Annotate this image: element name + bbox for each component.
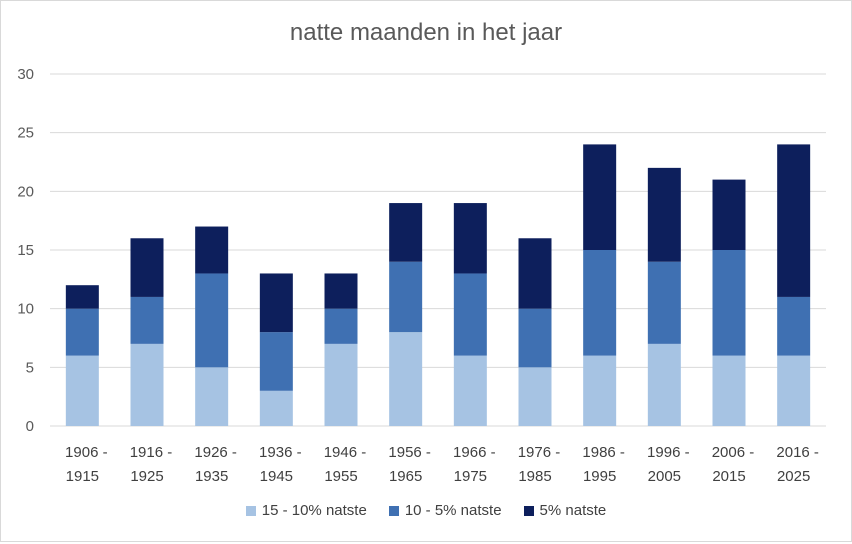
- x-tick-label: 1946 -: [324, 444, 367, 461]
- x-tick-label: 1986 -: [582, 444, 625, 461]
- bar-segment-2-11: [712, 250, 746, 356]
- bar-segment-1-4: [259, 390, 293, 426]
- bar-segment-3-12: [777, 144, 811, 297]
- bar-segment-3-4: [259, 273, 293, 333]
- bar-segment-2-5: [324, 308, 358, 344]
- bar-segment-2-1: [65, 308, 99, 356]
- x-tick-label: 1955: [324, 468, 357, 485]
- x-tick-label: 1976 -: [518, 444, 561, 461]
- x-tick-label: 1916 -: [130, 444, 173, 461]
- bar-segment-3-11: [712, 179, 746, 250]
- y-tick-label: 20: [17, 183, 34, 200]
- bar-segment-1-11: [712, 355, 746, 426]
- legend-label: 15 - 10% natste: [261, 502, 367, 519]
- bar-segment-3-8: [518, 238, 552, 309]
- legend-item: 15 - 10% natste: [245, 502, 367, 519]
- x-tick-label: 1925: [130, 468, 163, 485]
- bar-segment-2-4: [259, 332, 293, 391]
- x-tick-label: 1966 -: [453, 444, 496, 461]
- bar-segment-1-9: [583, 355, 617, 426]
- bar-segment-1-8: [518, 367, 552, 426]
- bar-segment-2-7: [453, 273, 487, 356]
- bar-segment-2-6: [389, 261, 423, 333]
- legend-swatch: [245, 505, 256, 516]
- legend-swatch: [388, 505, 399, 516]
- bar-segment-1-1: [65, 355, 99, 426]
- x-tick-label: 2016 -: [776, 444, 819, 461]
- bar-segment-3-2: [130, 238, 164, 297]
- bar-segment-2-8: [518, 308, 552, 368]
- bar-segment-2-9: [583, 250, 617, 356]
- y-tick-label: 15: [17, 242, 34, 259]
- bar-segment-1-10: [647, 343, 681, 426]
- bar-segment-1-7: [453, 355, 487, 426]
- bar-segment-2-3: [195, 273, 229, 368]
- legend: 15 - 10% natste 10 - 5% natste 5% natste: [0, 502, 852, 519]
- gridlines: [50, 73, 826, 427]
- bar-segment-3-7: [453, 203, 487, 274]
- x-tick-label: 1926 -: [194, 444, 237, 461]
- x-axis-ticks: 1906 - 1915 1916 - 1925 1926 - 1935 1936 - 1945…: [65, 444, 819, 485]
- chart-title: natte maanden in het jaar: [289, 19, 563, 46]
- bar-segment-1-5: [324, 343, 358, 426]
- bar-segment-3-5: [324, 273, 358, 309]
- bar-segment-2-2: [130, 296, 164, 344]
- legend-item: 5% natste: [523, 502, 607, 519]
- bar-segment-2-12: [777, 296, 811, 356]
- x-tick-label: 2025: [777, 468, 810, 485]
- bar-segment-3-9: [583, 144, 617, 250]
- legend-swatch: [523, 505, 534, 516]
- legend-label: 5% natste: [539, 502, 607, 519]
- bar-segment-3-10: [647, 167, 681, 262]
- x-tick-label: 1996 -: [647, 444, 690, 461]
- x-tick-label: 2005: [648, 468, 681, 485]
- x-tick-label: 1936 -: [259, 444, 302, 461]
- bar-segment-2-10: [647, 261, 681, 344]
- bar-segment-1-6: [389, 332, 423, 426]
- y-axis-ticks: 0 5 10 15 20 25 30: [17, 66, 34, 435]
- y-tick-label: 30: [17, 66, 34, 83]
- bars: [65, 144, 811, 426]
- x-tick-label: 1915: [66, 468, 99, 485]
- x-tick-label: 2006 -: [712, 444, 755, 461]
- y-tick-label: 0: [26, 418, 34, 435]
- bar-segment-1-2: [130, 343, 164, 426]
- x-tick-label: 1995: [583, 468, 616, 485]
- x-tick-label: 1956 -: [388, 444, 431, 461]
- x-tick-label: 1965: [389, 468, 422, 485]
- bar-segment-3-6: [389, 203, 423, 262]
- bar-segment-1-12: [777, 355, 811, 426]
- bar-segment-3-1: [65, 285, 99, 309]
- y-tick-label: 25: [17, 125, 34, 142]
- x-tick-label: 1945: [260, 468, 293, 485]
- x-tick-label: 1935: [195, 468, 228, 485]
- y-tick-label: 10: [17, 301, 34, 318]
- x-tick-label: 2015: [712, 468, 745, 485]
- bar-segment-1-3: [195, 367, 229, 426]
- y-tick-label: 5: [26, 359, 34, 376]
- legend-label: 10 - 5% natste: [404, 502, 502, 519]
- bar-segment-3-3: [195, 226, 229, 274]
- x-tick-label: 1975: [454, 468, 487, 485]
- legend-item: 10 - 5% natste: [388, 502, 502, 519]
- x-tick-label: 1985: [518, 468, 551, 485]
- x-tick-label: 1906 -: [65, 444, 108, 461]
